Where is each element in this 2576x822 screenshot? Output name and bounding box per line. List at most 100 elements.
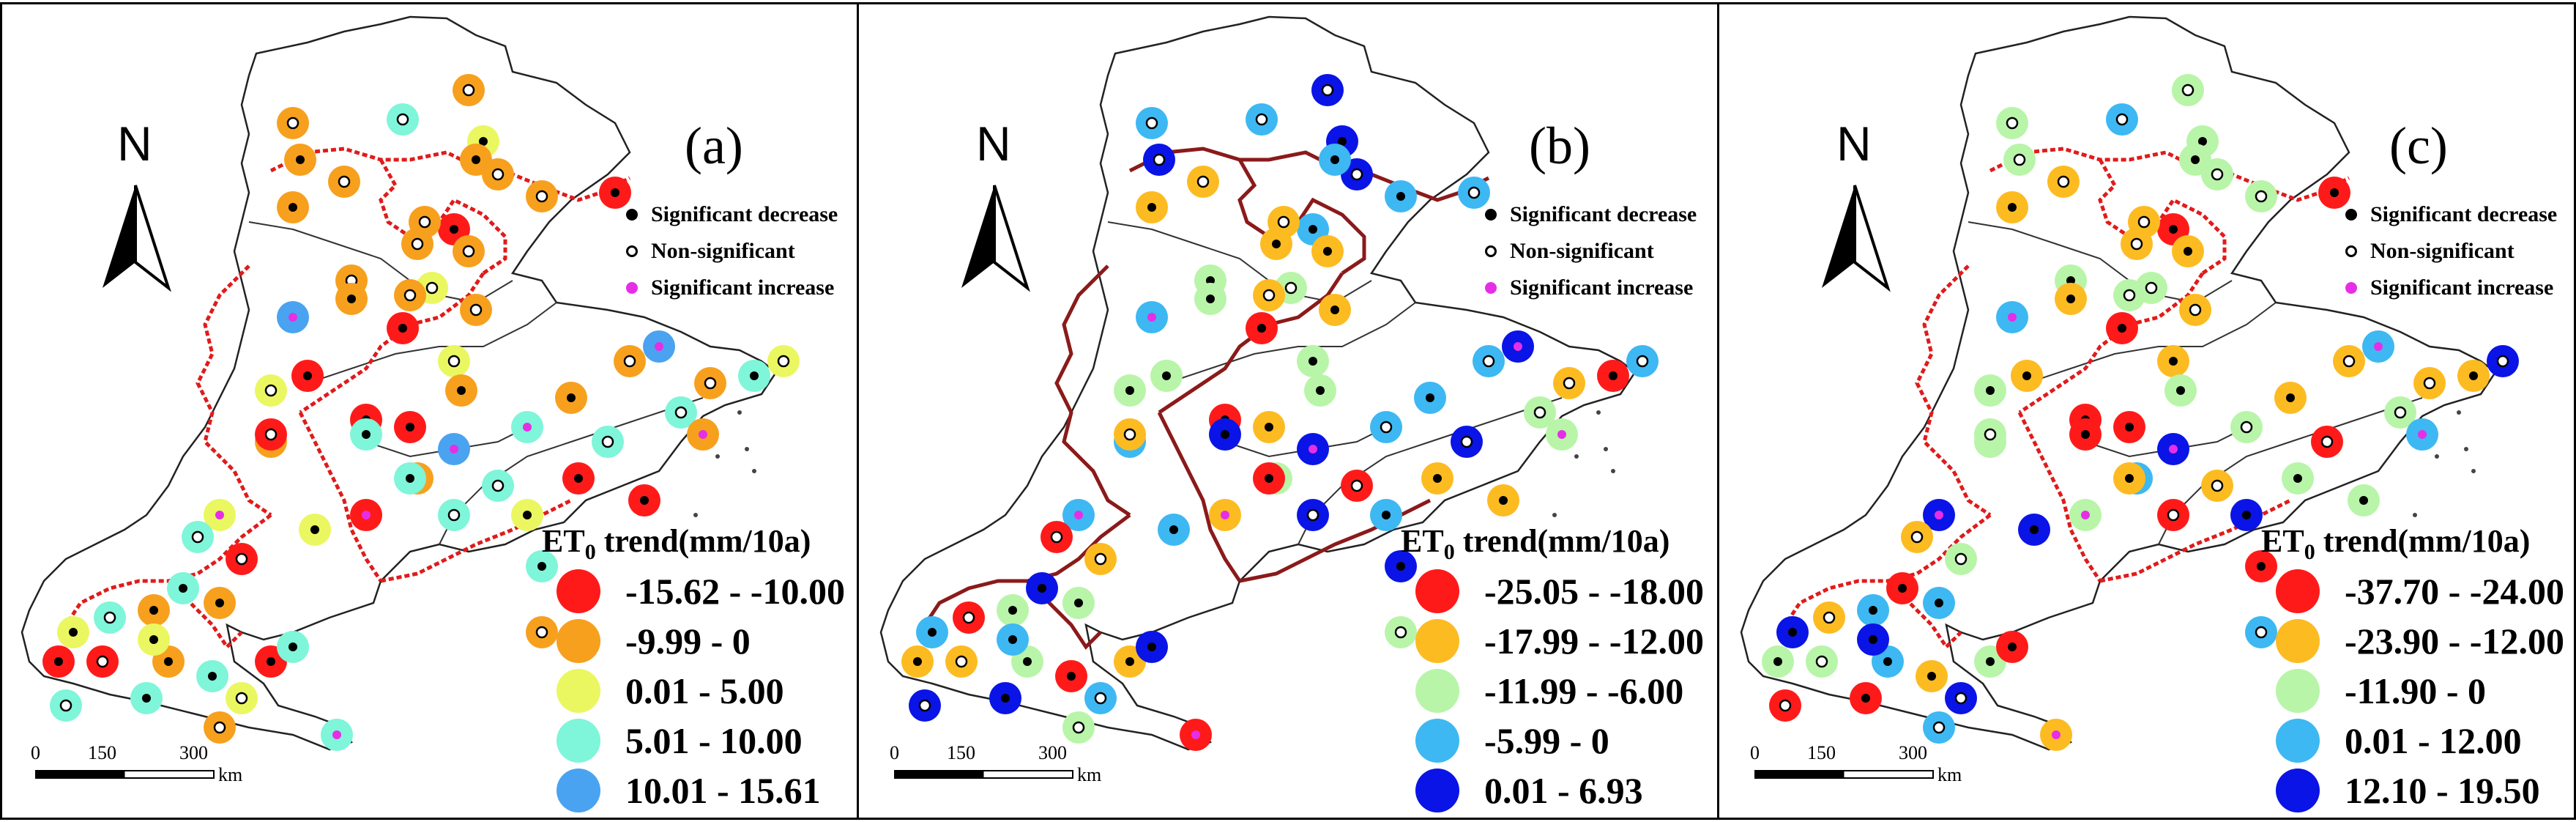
- island: [1574, 454, 1579, 459]
- station-significance-marker: [1932, 721, 1946, 734]
- legend-item: 5.01 - 10.00: [556, 716, 803, 766]
- island: [1611, 469, 1615, 473]
- station-significance-marker: [2022, 371, 2031, 380]
- station-significance-marker: [2198, 137, 2207, 146]
- station-significance-marker: [191, 530, 204, 544]
- station-significance-marker: [2255, 190, 2268, 203]
- station-significance-marker: [1984, 428, 1997, 441]
- station-significance-marker: [289, 643, 297, 651]
- station-significance-marker: [1153, 153, 1166, 166]
- station-significance-marker: [2081, 511, 2090, 519]
- significance-marker-icon: [626, 245, 638, 257]
- station-significance-marker: [1284, 281, 1298, 295]
- station-significance-marker: [2342, 355, 2356, 368]
- legend-item: 12.10 - 19.50: [2276, 766, 2540, 815]
- significance-marker-icon: [1485, 282, 1497, 294]
- legend-item: -11.90 - 0: [2276, 666, 2486, 716]
- scale-tick-label: 300: [179, 742, 208, 763]
- north-arrow-icon: [961, 185, 1030, 292]
- station-significance-marker: [2125, 474, 2134, 483]
- station-significance-marker: [1788, 628, 1797, 637]
- legend-title-text: trend(mm/10a): [1462, 523, 1670, 559]
- legend-item: 0.01 - 6.93: [1415, 766, 1643, 815]
- panel-label: (b): [1529, 116, 1590, 175]
- station-significance-marker: [1935, 511, 1943, 519]
- station-significance-marker: [2293, 474, 2302, 483]
- significance-legend-item: Significant increase: [1485, 270, 1697, 306]
- station-significance-marker: [1954, 552, 1968, 566]
- significance-legend-label: Significant decrease: [2370, 202, 2558, 226]
- island: [2413, 513, 2417, 517]
- station-significance-marker: [2081, 430, 2090, 439]
- legend-item: -5.99 - 0: [1415, 716, 1609, 766]
- station-significance-marker: [1338, 137, 1347, 146]
- station-significance-marker: [447, 355, 461, 368]
- station-significance-marker: [1050, 530, 1063, 544]
- station-significance-marker: [1823, 611, 1836, 624]
- province-boundary: [307, 302, 557, 384]
- significance-legend-label: Significant decrease: [651, 202, 838, 226]
- station-significance-marker: [2008, 203, 2017, 212]
- station-significance-marker: [215, 599, 224, 607]
- station-significance-marker: [2257, 562, 2266, 571]
- significance-legend-label: Non-significant: [1510, 239, 1654, 263]
- panel-label: (c): [2389, 116, 2448, 175]
- station-significance-marker: [2496, 355, 2509, 368]
- significance-legend-label: Significant increase: [651, 275, 835, 300]
- province-boundary: [2026, 302, 2277, 384]
- map-panel: N (b) Significant decrease Non-significant S…: [859, 2, 1716, 820]
- station-significance-marker: [2167, 508, 2180, 522]
- scale-tick-label: 300: [1038, 742, 1067, 763]
- station-significance-marker: [1265, 423, 1273, 432]
- station-significance-marker: [1986, 657, 1995, 666]
- station-significance-marker: [2125, 423, 2134, 432]
- station-significance-marker: [1008, 635, 1017, 644]
- legend-title: ET0 trend(mm/10a): [542, 522, 811, 565]
- station-significance-marker: [1350, 479, 1363, 492]
- island: [752, 469, 756, 473]
- island: [745, 447, 749, 451]
- basin-boundary: [299, 272, 485, 415]
- study-area-map: [21, 15, 800, 751]
- province-boundary: [1166, 302, 1416, 384]
- station-significance-marker: [1986, 386, 1995, 395]
- legend-swatch: [1415, 719, 1459, 763]
- station-significance-marker: [750, 371, 759, 380]
- legend-title: ET0 trend(mm/10a): [2261, 522, 2530, 565]
- legend-title: ET0 trend(mm/10a): [1401, 522, 1669, 565]
- station-significance-marker: [1396, 192, 1405, 201]
- station-significance-marker: [523, 423, 532, 432]
- island: [2464, 447, 2468, 451]
- legend-swatch: [1415, 769, 1459, 812]
- legend-item: 10.01 - 15.61: [556, 766, 821, 815]
- station-significance-marker: [2359, 496, 2368, 505]
- station-significance-marker: [2115, 113, 2129, 126]
- island: [1596, 410, 1601, 415]
- map-panel: N (a) Significant decrease Non-significant S…: [0, 2, 857, 820]
- station-significance-marker: [623, 355, 636, 368]
- station-significance-marker: [149, 635, 158, 644]
- station-significance-marker: [699, 430, 707, 439]
- legend-item: -25.05 - -18.00: [1415, 566, 1704, 616]
- station-significance-marker: [1533, 406, 1546, 419]
- legend-range-label: 0.01 - 6.93: [1484, 770, 1643, 811]
- station-significance-marker: [103, 611, 116, 624]
- significance-legend-label: Significant increase: [2370, 275, 2554, 300]
- station-significance-marker: [1330, 155, 1339, 164]
- station-significance-marker: [1323, 247, 1332, 256]
- scale-tick-label: 300: [1899, 742, 1927, 763]
- legend-range-label: -37.70 - -24.00: [2345, 571, 2564, 612]
- legend-range-label: 12.10 - 19.50: [2345, 770, 2540, 811]
- station-significance-marker: [479, 137, 488, 146]
- station-significance-marker: [398, 324, 407, 333]
- station-significance-marker: [1910, 530, 1924, 544]
- significance-legend-label: Significant increase: [1510, 275, 1694, 300]
- scale-tick-label: 0: [890, 742, 899, 763]
- station-significance-marker: [1396, 562, 1405, 571]
- north-label: N: [117, 116, 152, 171]
- station-significance-marker: [1221, 430, 1229, 439]
- legend-item: -9.99 - 0: [556, 616, 751, 666]
- legend-range-label: -5.99 - 0: [1484, 720, 1609, 761]
- station-significance-marker: [2330, 188, 2339, 197]
- panel-divider: [1717, 2, 1719, 820]
